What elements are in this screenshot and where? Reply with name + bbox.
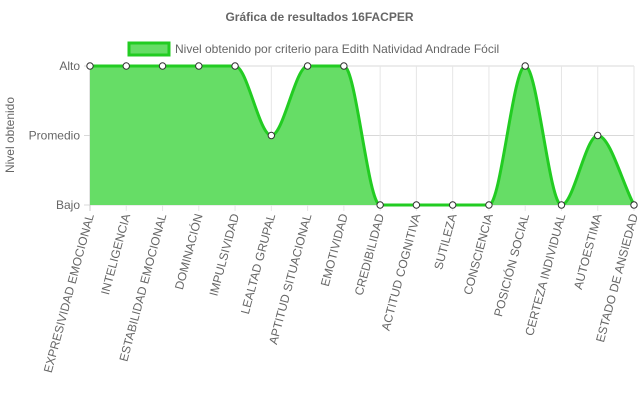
x-tick-label: CREDIBILIDAD bbox=[352, 212, 387, 297]
chart-title: Gráfica de resultados 16FACPER bbox=[225, 10, 413, 24]
x-ticks: EXPRESIVIDAD EMOCIONAL INTELIGENCIAESTABI… bbox=[41, 212, 639, 375]
legend-label: Nivel obtenido por criterio para Edith N… bbox=[175, 42, 499, 56]
data-point[interactable] bbox=[195, 62, 203, 70]
data-point[interactable] bbox=[376, 201, 384, 209]
x-tick-label: LEALTAD GRUPAL bbox=[238, 212, 278, 316]
x-tick-label: DOMINACIÓN bbox=[171, 212, 206, 291]
data-point[interactable] bbox=[86, 62, 94, 70]
data-point[interactable] bbox=[630, 201, 638, 209]
data-point[interactable] bbox=[448, 201, 457, 209]
legend[interactable]: Nivel obtenido por criterio para Edith N… bbox=[127, 41, 499, 57]
data-point[interactable] bbox=[485, 201, 493, 209]
data-point[interactable] bbox=[122, 62, 130, 70]
y-tick-label: Bajo bbox=[56, 198, 80, 212]
x-tick-label: IMPULSIVIDAD bbox=[207, 212, 243, 298]
legend-swatch bbox=[127, 41, 171, 57]
data-point[interactable] bbox=[412, 201, 421, 209]
data-point[interactable] bbox=[231, 62, 239, 70]
data-point[interactable] bbox=[158, 62, 167, 70]
data-point[interactable] bbox=[521, 62, 529, 70]
y-ticks: Bajo Promedio Alto bbox=[29, 59, 81, 212]
x-tick-label: CERTEZA INDIVIDUAL bbox=[522, 212, 568, 337]
data-point[interactable] bbox=[267, 131, 276, 140]
y-tick-label: Promedio bbox=[29, 129, 81, 143]
x-tick-label: EMOTIVIDAD bbox=[318, 212, 351, 288]
x-tick-label: POSICIÓN SOCIAL bbox=[490, 212, 532, 319]
x-tick-label: EXPRESIVIDAD EMOCIONAL bbox=[41, 212, 97, 374]
x-tick-label: INTELIGENCIA bbox=[98, 212, 133, 296]
data-point[interactable] bbox=[303, 62, 312, 70]
x-tick-label: SUTILEZA bbox=[431, 212, 459, 271]
x-tick-label: ACTITUD COGNITIVA bbox=[379, 212, 424, 332]
data-point[interactable] bbox=[340, 62, 348, 70]
data-points bbox=[86, 62, 638, 209]
x-tick-label: AUTOESTIMA bbox=[571, 212, 605, 291]
data-point[interactable] bbox=[557, 201, 566, 209]
y-axis-title: Nivel obtenido bbox=[3, 97, 17, 173]
y-tick-label: Alto bbox=[59, 59, 80, 73]
data-point[interactable] bbox=[594, 131, 602, 140]
x-tick-label: CONSCIENCIA bbox=[461, 212, 496, 296]
